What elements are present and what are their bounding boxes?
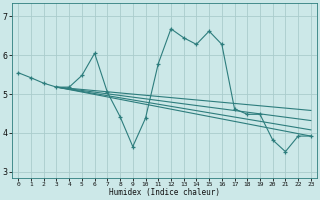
X-axis label: Humidex (Indice chaleur): Humidex (Indice chaleur) bbox=[109, 188, 220, 197]
